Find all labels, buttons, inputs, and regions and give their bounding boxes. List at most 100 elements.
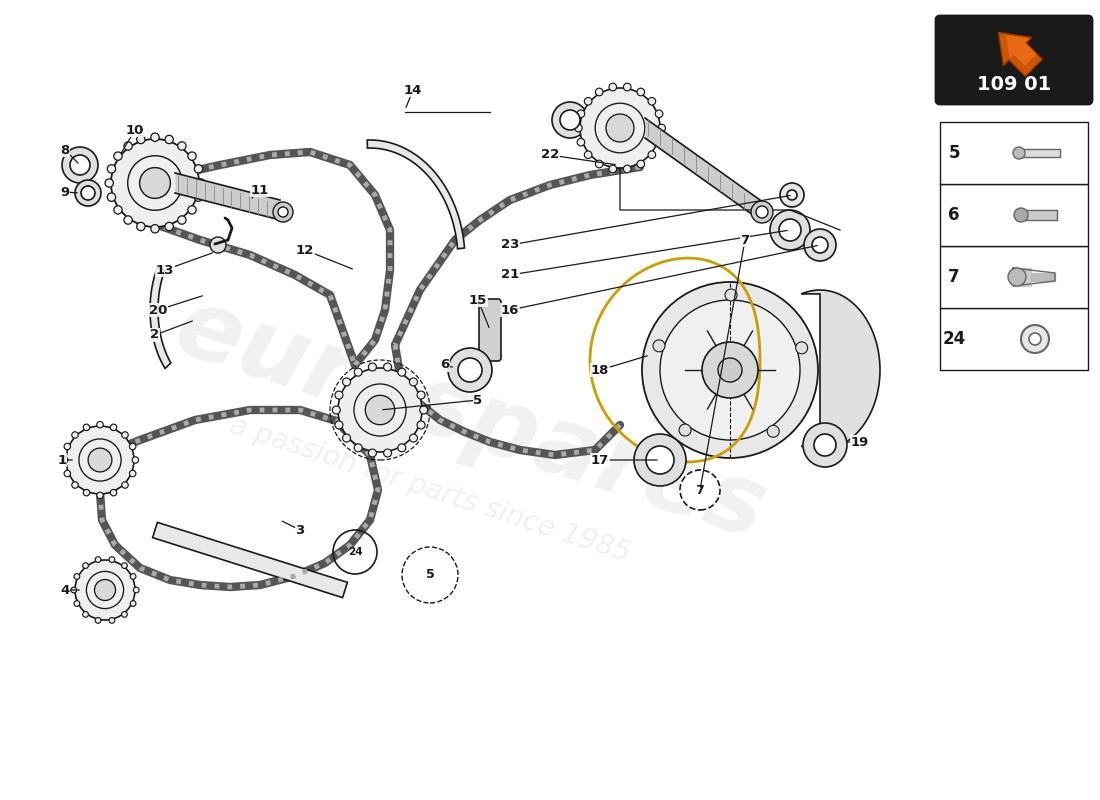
- Text: 11: 11: [251, 183, 270, 197]
- Circle shape: [552, 102, 589, 138]
- Circle shape: [770, 210, 810, 250]
- Circle shape: [417, 421, 425, 429]
- Text: 5: 5: [473, 394, 483, 406]
- Text: 23: 23: [500, 238, 519, 251]
- Circle shape: [725, 289, 737, 301]
- Text: 24: 24: [348, 547, 362, 557]
- Circle shape: [70, 587, 77, 593]
- Circle shape: [122, 482, 129, 488]
- Circle shape: [122, 562, 128, 569]
- Circle shape: [128, 156, 183, 210]
- Circle shape: [417, 391, 425, 399]
- Text: 16: 16: [500, 303, 519, 317]
- Text: 12: 12: [296, 243, 315, 257]
- Circle shape: [124, 142, 132, 150]
- Circle shape: [637, 88, 645, 96]
- Circle shape: [624, 165, 631, 173]
- Circle shape: [165, 222, 174, 230]
- Circle shape: [658, 124, 666, 132]
- Circle shape: [458, 358, 482, 382]
- Circle shape: [578, 110, 585, 118]
- Text: eurospares: eurospares: [163, 281, 777, 559]
- Circle shape: [130, 601, 136, 606]
- Circle shape: [660, 300, 800, 440]
- Circle shape: [342, 434, 351, 442]
- Circle shape: [74, 601, 79, 606]
- Circle shape: [66, 426, 134, 494]
- Circle shape: [84, 424, 90, 430]
- FancyBboxPatch shape: [940, 122, 1088, 184]
- Circle shape: [136, 135, 145, 144]
- Circle shape: [81, 186, 95, 200]
- Text: 1: 1: [57, 454, 67, 466]
- Circle shape: [278, 207, 288, 217]
- Circle shape: [62, 147, 98, 183]
- Circle shape: [595, 160, 603, 168]
- Circle shape: [130, 470, 136, 477]
- Circle shape: [110, 424, 117, 430]
- Circle shape: [106, 179, 113, 187]
- Circle shape: [273, 202, 293, 222]
- Text: 5: 5: [948, 144, 959, 162]
- FancyBboxPatch shape: [478, 299, 500, 361]
- Circle shape: [680, 470, 720, 510]
- Text: 10: 10: [125, 123, 144, 137]
- Polygon shape: [999, 33, 1043, 76]
- Circle shape: [578, 138, 585, 146]
- Circle shape: [109, 557, 114, 562]
- Circle shape: [96, 557, 101, 562]
- Circle shape: [648, 151, 656, 158]
- Circle shape: [609, 165, 617, 173]
- Circle shape: [656, 138, 663, 146]
- Text: 2: 2: [151, 329, 160, 342]
- Circle shape: [420, 406, 428, 414]
- Text: 5: 5: [426, 569, 434, 582]
- Circle shape: [151, 133, 160, 142]
- Circle shape: [64, 443, 70, 450]
- Circle shape: [75, 560, 135, 620]
- Circle shape: [354, 444, 362, 452]
- FancyBboxPatch shape: [936, 16, 1092, 104]
- Text: 7: 7: [740, 234, 749, 246]
- Circle shape: [165, 135, 174, 144]
- Circle shape: [448, 348, 492, 392]
- Circle shape: [409, 378, 418, 386]
- Text: 7: 7: [948, 268, 960, 286]
- Circle shape: [88, 448, 112, 472]
- Circle shape: [574, 124, 582, 132]
- Text: 6: 6: [440, 358, 450, 371]
- Circle shape: [132, 457, 139, 463]
- Circle shape: [409, 434, 418, 442]
- Circle shape: [637, 160, 645, 168]
- Circle shape: [72, 482, 78, 488]
- Circle shape: [354, 368, 362, 376]
- Circle shape: [624, 83, 631, 91]
- Circle shape: [779, 219, 801, 241]
- Circle shape: [751, 201, 773, 223]
- Circle shape: [110, 490, 117, 496]
- Text: 24: 24: [943, 330, 966, 348]
- Text: 22: 22: [541, 149, 559, 162]
- Circle shape: [648, 98, 656, 105]
- Circle shape: [188, 206, 196, 214]
- Circle shape: [679, 424, 691, 436]
- Polygon shape: [153, 522, 348, 598]
- Circle shape: [646, 446, 674, 474]
- Text: a passion for parts since 1985: a passion for parts since 1985: [227, 412, 634, 568]
- Circle shape: [398, 444, 406, 452]
- FancyBboxPatch shape: [940, 184, 1088, 246]
- Text: 7: 7: [695, 483, 704, 497]
- FancyBboxPatch shape: [940, 308, 1088, 370]
- Polygon shape: [367, 140, 464, 249]
- Circle shape: [656, 110, 663, 118]
- Circle shape: [384, 449, 392, 457]
- Circle shape: [75, 180, 101, 206]
- Text: 13: 13: [156, 263, 174, 277]
- Circle shape: [79, 439, 121, 481]
- Circle shape: [368, 449, 376, 457]
- Circle shape: [584, 98, 592, 105]
- Circle shape: [197, 179, 205, 187]
- Circle shape: [580, 88, 660, 168]
- Text: 18: 18: [591, 363, 609, 377]
- Circle shape: [634, 434, 686, 486]
